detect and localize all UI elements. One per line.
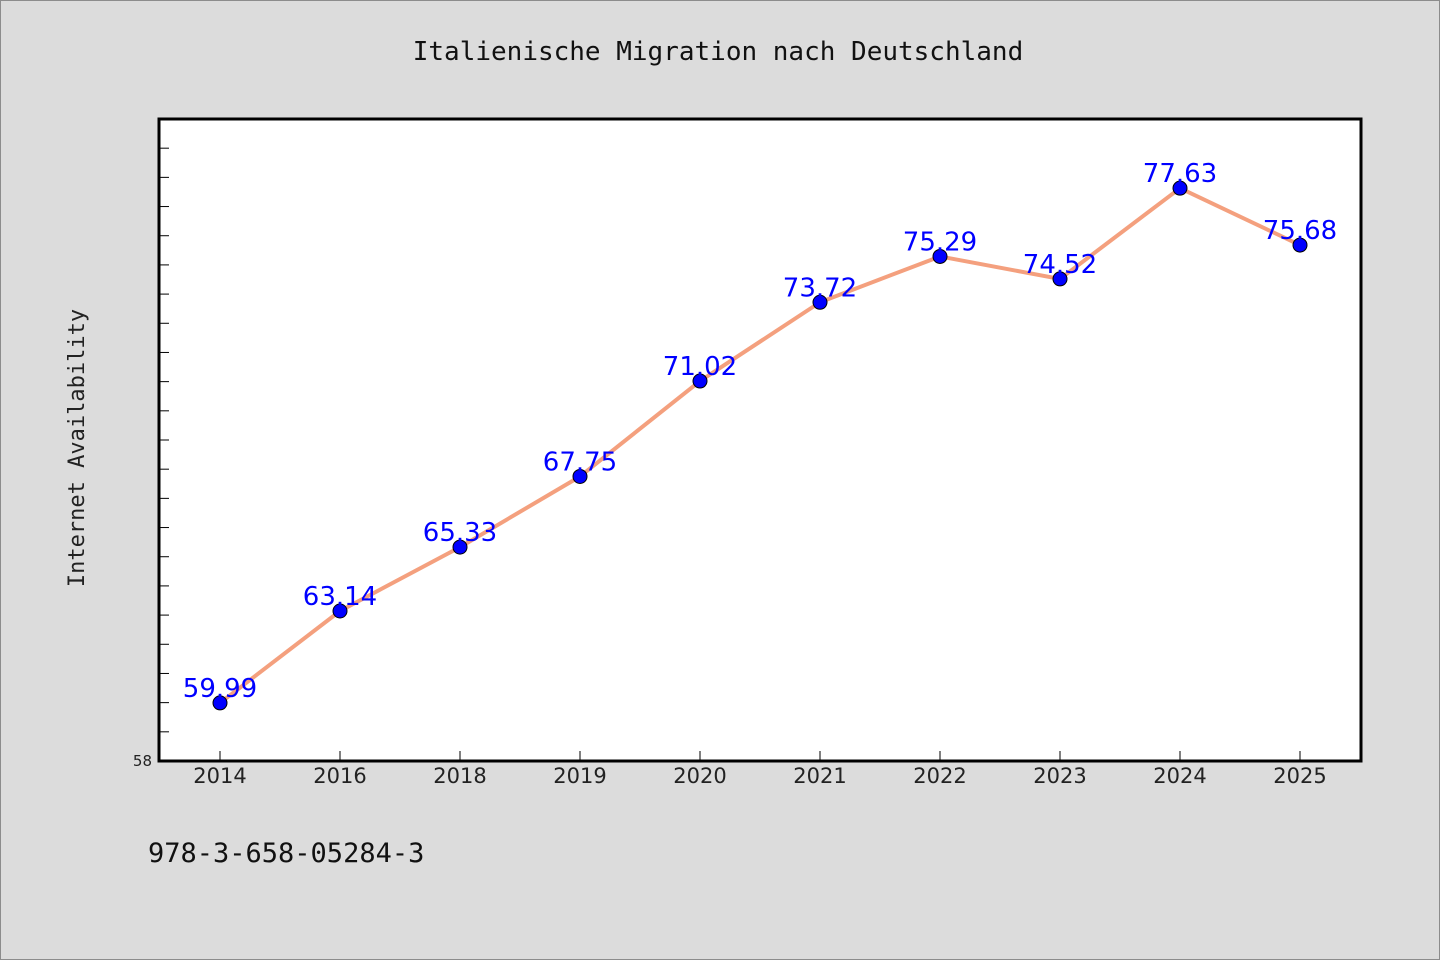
data-label: 59.99 — [183, 674, 257, 704]
plot-area — [157, 117, 1363, 763]
series-markers — [212, 180, 1308, 711]
data-label: 75.29 — [903, 227, 977, 257]
data-point — [212, 695, 228, 711]
y-axis-min-label: 58 — [133, 752, 152, 770]
data-label: 67.75 — [543, 447, 617, 477]
data-point — [812, 294, 828, 310]
x-axis-ticks: 2014 2016 2018 2019 2020 2021 2022 2023 2024 2025 — [193, 751, 1327, 788]
x-tick-label: 2022 — [913, 764, 966, 788]
footer-isbn: 978-3-658-05284-3 — [148, 838, 424, 869]
x-tick-label: 2025 — [1273, 764, 1326, 788]
data-point — [1292, 237, 1308, 253]
x-tick-label: 2024 — [1153, 764, 1206, 788]
x-tick-label: 2018 — [433, 764, 486, 788]
x-tick-label: 2019 — [553, 764, 606, 788]
data-label: 75.68 — [1263, 216, 1337, 246]
x-tick-label: 2023 — [1033, 764, 1086, 788]
data-point — [1172, 180, 1188, 196]
x-tick-label: 2014 — [193, 764, 246, 788]
data-point — [1052, 271, 1068, 287]
x-tick-label: 2021 — [793, 764, 846, 788]
data-label: 71.02 — [663, 352, 737, 382]
data-point — [572, 468, 588, 484]
series-line — [218, 186, 1301, 705]
data-point — [932, 248, 948, 264]
y-axis-label: Internet Availability — [65, 309, 90, 587]
data-label: 65.33 — [423, 518, 497, 548]
data-label: 63.14 — [303, 582, 377, 612]
data-point — [332, 603, 348, 619]
data-label: 77.63 — [1143, 159, 1217, 189]
x-tick-label: 2016 — [313, 764, 366, 788]
data-point — [452, 539, 468, 555]
y-axis-ticks — [159, 147, 169, 733]
chart-title: Italienische Migration nach Deutschland — [413, 37, 1023, 67]
data-label: 73.72 — [783, 273, 857, 303]
x-tick-label: 2020 — [673, 764, 726, 788]
data-point — [692, 373, 708, 389]
data-label: 74.52 — [1023, 250, 1097, 280]
data-labels: 59.99 63.14 65.33 67.75 71.02 73.72 75.29 74.52… — [183, 159, 1337, 704]
